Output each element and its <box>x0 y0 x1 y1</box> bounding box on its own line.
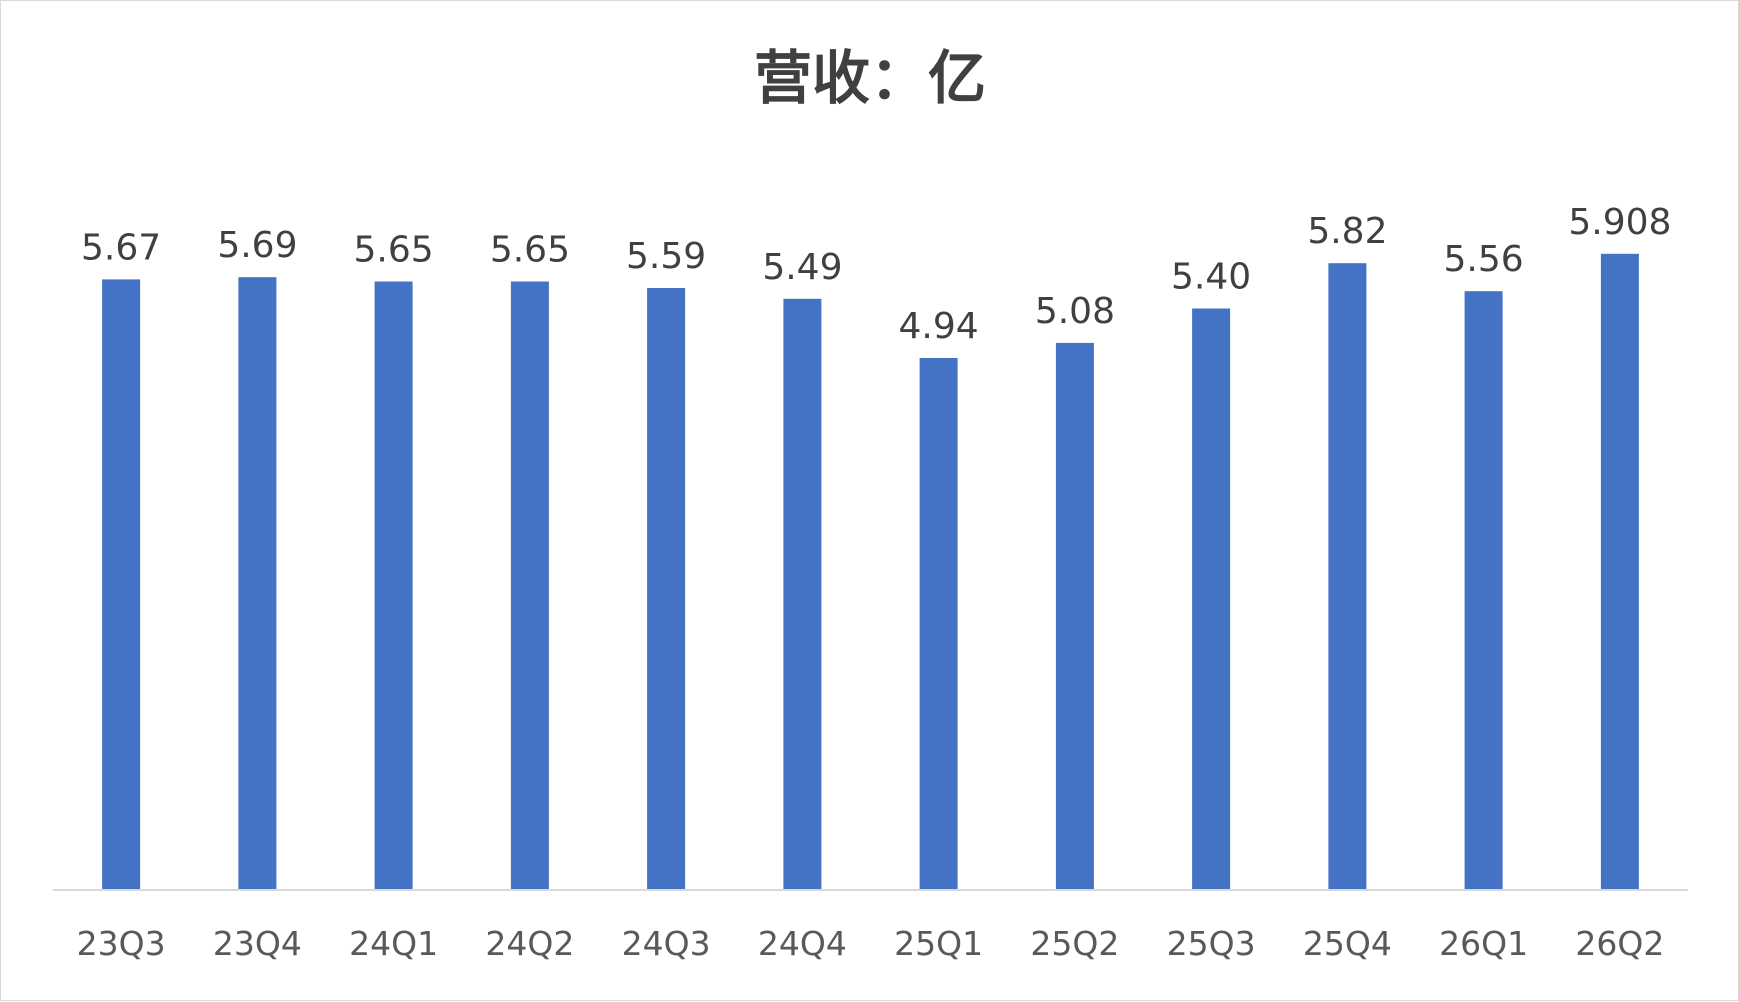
bar-24q1 <box>374 281 413 890</box>
data-label-25q2: 5.08 <box>1035 291 1115 332</box>
tick-label-25q3: 25Q3 <box>1167 924 1256 963</box>
chart-title: 营收：亿 <box>754 44 986 112</box>
data-label-23q4: 5.69 <box>217 225 297 266</box>
tick-label-24q3: 24Q3 <box>622 924 711 963</box>
bar-25q1 <box>919 358 958 890</box>
x-axis-tick-labels: 23Q3 23Q4 24Q1 24Q2 24Q3 24Q4 25Q1 25Q2 25Q3 25Q4… <box>77 924 1665 963</box>
tick-label-25q4: 25Q4 <box>1303 924 1392 963</box>
tick-label-23q3: 23Q3 <box>77 924 166 963</box>
data-label-24q3: 5.59 <box>626 236 706 277</box>
tick-label-26q2: 26Q2 <box>1575 924 1664 963</box>
data-label-25q3: 5.40 <box>1171 257 1251 298</box>
bar-26q2 <box>1600 253 1639 891</box>
data-label-24q1: 5.65 <box>354 230 434 271</box>
data-label-23q3: 5.67 <box>81 227 161 268</box>
bar-25q3 <box>1192 308 1231 890</box>
data-label-26q2: 5.908 <box>1568 202 1671 243</box>
tick-label-23q4: 23Q4 <box>213 924 302 963</box>
data-label-26q1: 5.56 <box>1444 239 1524 280</box>
bar-24q3 <box>647 288 686 890</box>
data-labels-group: 5.67 5.69 5.65 5.65 5.59 5.49 4.94 5.08 5.40 5.82… <box>81 202 1671 347</box>
data-label-24q2: 5.65 <box>490 230 570 271</box>
bar-26q1 <box>1464 291 1503 890</box>
bar-23q3 <box>102 279 141 890</box>
bar-25q2 <box>1055 342 1094 890</box>
tick-label-25q1: 25Q1 <box>894 924 983 963</box>
tick-label-26q1: 26Q1 <box>1439 924 1528 963</box>
data-label-25q1: 4.94 <box>899 306 979 347</box>
data-label-24q4: 5.49 <box>762 247 842 288</box>
data-label-25q4: 5.82 <box>1307 211 1387 252</box>
tick-label-24q1: 24Q1 <box>349 924 438 963</box>
bar-24q4 <box>783 298 822 890</box>
bar-23q4 <box>238 277 277 890</box>
tick-label-24q4: 24Q4 <box>758 924 847 963</box>
bar-25q4 <box>1328 263 1367 890</box>
tick-label-24q2: 24Q2 <box>485 924 574 963</box>
bars-group <box>102 253 1639 891</box>
tick-label-25q2: 25Q2 <box>1030 924 1119 963</box>
bar-24q2 <box>510 281 549 890</box>
